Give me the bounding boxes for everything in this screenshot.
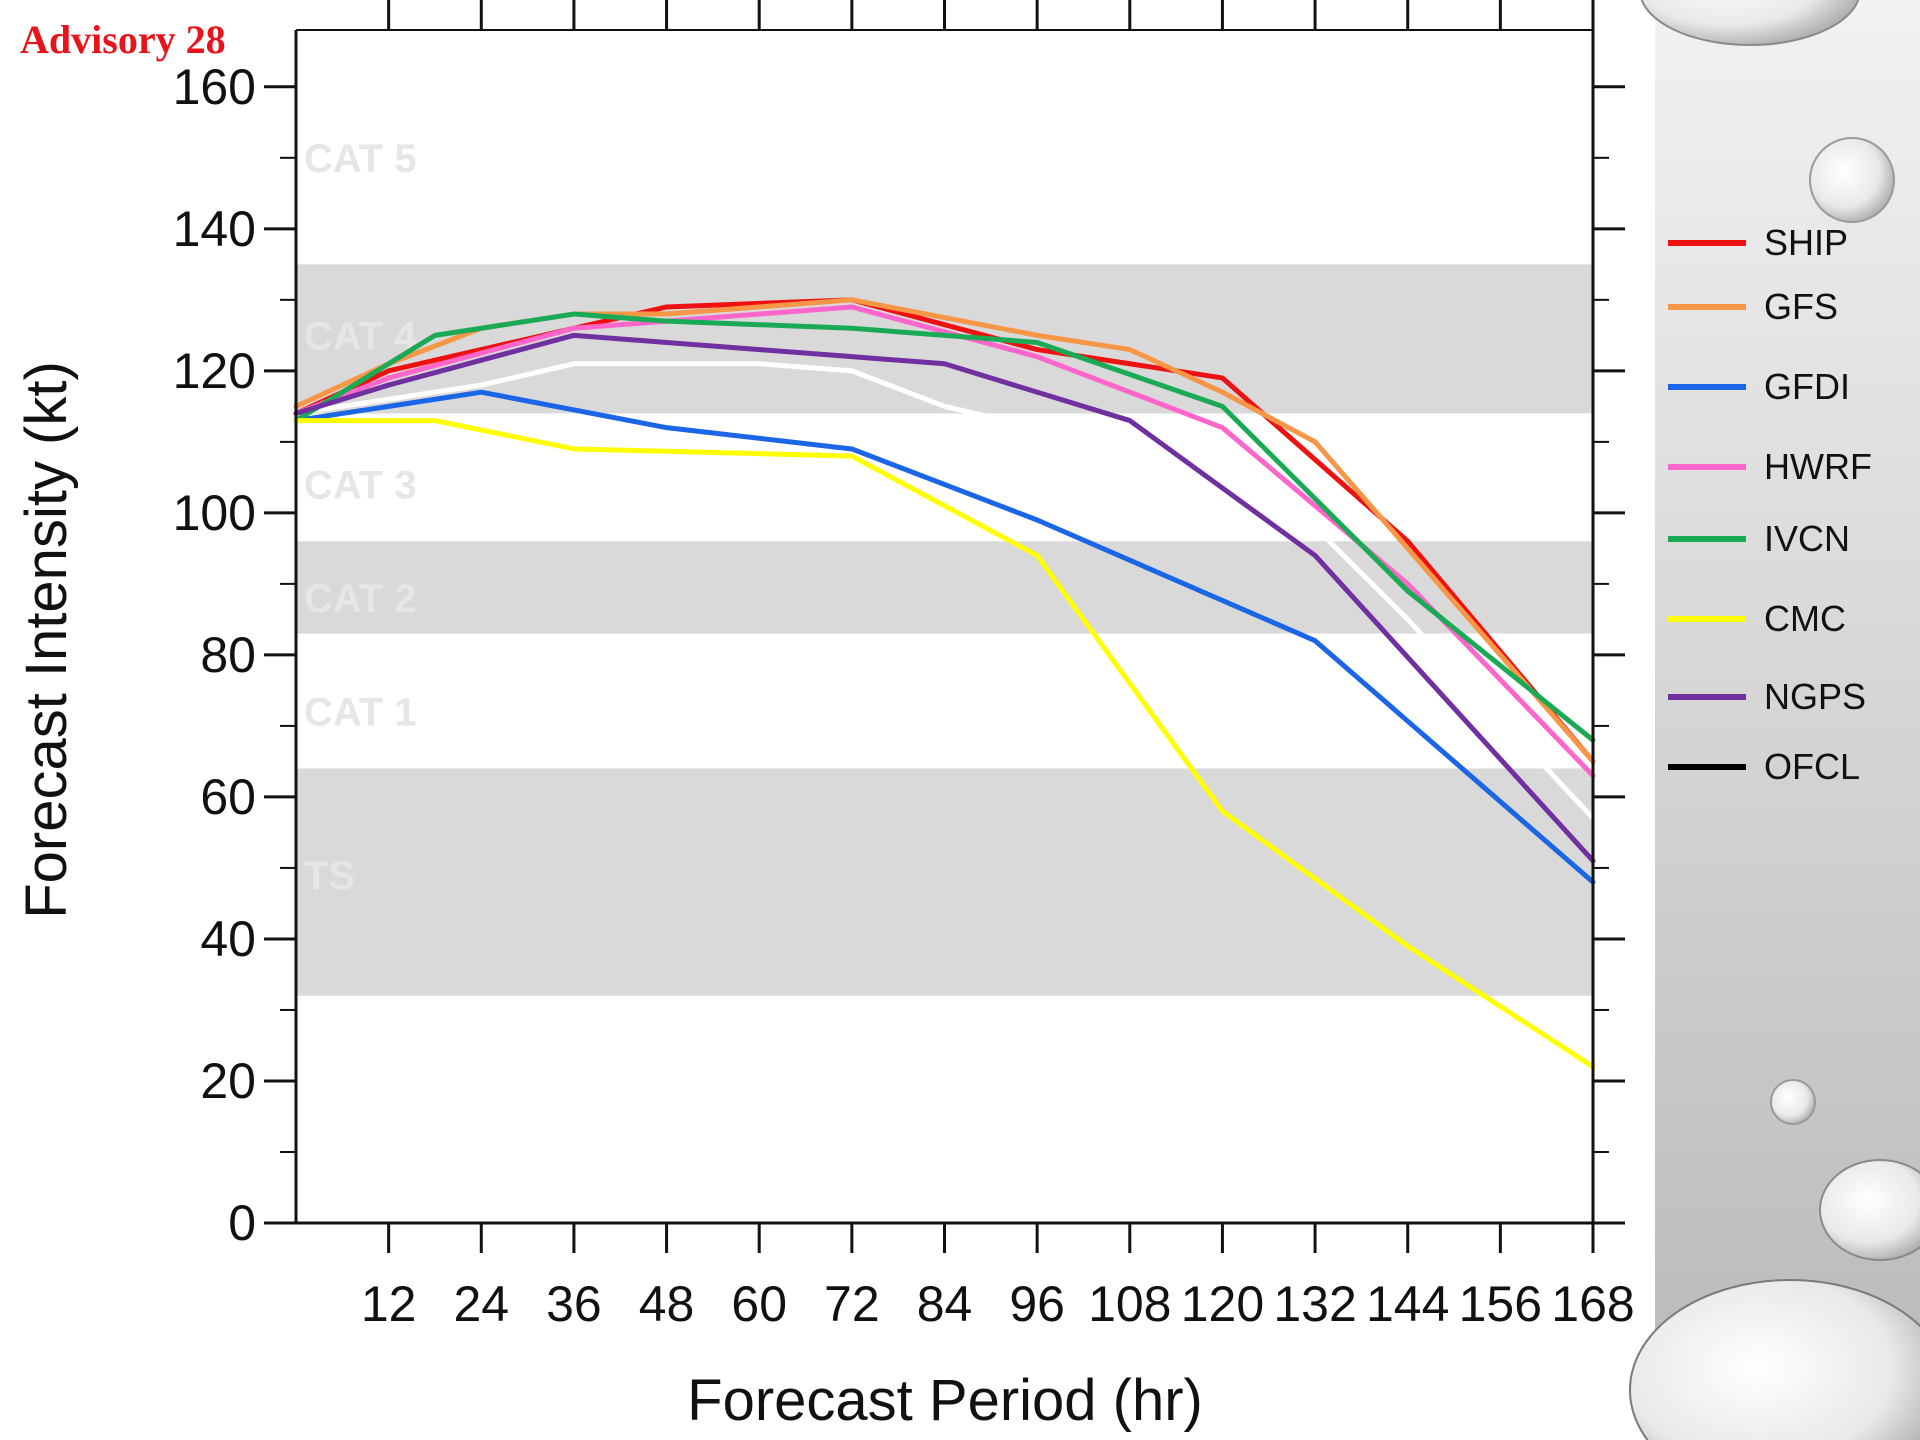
category-label: TS [304, 854, 355, 898]
y-tick-label: 80 [200, 627, 256, 683]
legend-label: HWRF [1764, 446, 1872, 488]
legend-item-gfdi: GFDI [1668, 366, 1908, 406]
y-tick-label: 140 [173, 201, 256, 257]
legend-swatch [1668, 764, 1746, 770]
legend-label: GFDI [1764, 366, 1850, 408]
legend-label: OFCL [1764, 746, 1860, 788]
y-tick-label: 40 [200, 911, 256, 967]
x-tick-label: 12 [361, 1276, 417, 1332]
advisory-label: Advisory 28 [20, 16, 226, 63]
legend-item-ofcl: OFCL [1668, 746, 1908, 786]
legend-label: GFS [1764, 286, 1838, 328]
legend-label: IVCN [1764, 518, 1850, 560]
x-tick-label: 72 [824, 1276, 880, 1332]
legend-swatch [1668, 304, 1746, 310]
x-tick-label: 108 [1088, 1276, 1171, 1332]
legend-swatch [1668, 384, 1746, 390]
x-tick-label: 24 [453, 1276, 509, 1332]
legend-item-hwrf: HWRF [1668, 446, 1908, 486]
y-tick-label: 120 [173, 343, 256, 399]
legend-label: CMC [1764, 598, 1846, 640]
legend-swatch [1668, 616, 1746, 622]
x-tick-label: 156 [1459, 1276, 1542, 1332]
category-label: CAT 4 [304, 314, 417, 358]
legend-swatch [1668, 464, 1746, 470]
y-tick-label: 160 [173, 59, 256, 115]
y-tick-label: 0 [228, 1195, 256, 1251]
intensity-band [296, 264, 1593, 413]
y-axis-title: Forecast Intensity (kt) [14, 361, 79, 919]
category-label: CAT 3 [304, 463, 417, 507]
x-tick-label: 168 [1551, 1276, 1634, 1332]
legend-label: SHIP [1764, 222, 1848, 264]
legend-label: NGPS [1764, 676, 1866, 718]
category-label: CAT 5 [304, 137, 417, 181]
x-axis-title: Forecast Period (hr) [687, 1368, 1203, 1433]
legend-item-ship: SHIP [1668, 222, 1908, 262]
legend-swatch [1668, 694, 1746, 700]
legend-item-cmc: CMC [1668, 598, 1908, 638]
x-tick-label: 96 [1009, 1276, 1065, 1332]
x-tick-label: 132 [1273, 1276, 1356, 1332]
legend-item-ngps: NGPS [1668, 676, 1908, 716]
x-tick-label: 36 [546, 1276, 602, 1332]
intensity-band [296, 769, 1593, 996]
legend-item-gfs: GFS [1668, 286, 1908, 326]
x-tick-label: 60 [731, 1276, 787, 1332]
x-tick-label: 144 [1366, 1276, 1449, 1332]
x-tick-label: 84 [917, 1276, 973, 1332]
x-tick-label: 48 [639, 1276, 695, 1332]
intensity-band [296, 541, 1593, 633]
y-tick-label: 60 [200, 769, 256, 825]
y-tick-label: 100 [173, 485, 256, 541]
legend-item-ivcn: IVCN [1668, 518, 1908, 558]
y-tick-label: 20 [200, 1053, 256, 1109]
x-tick-label: 120 [1181, 1276, 1264, 1332]
legend-swatch [1668, 240, 1746, 246]
category-label: CAT 1 [304, 691, 417, 735]
legend-swatch [1668, 536, 1746, 542]
category-label: CAT 2 [304, 577, 417, 621]
